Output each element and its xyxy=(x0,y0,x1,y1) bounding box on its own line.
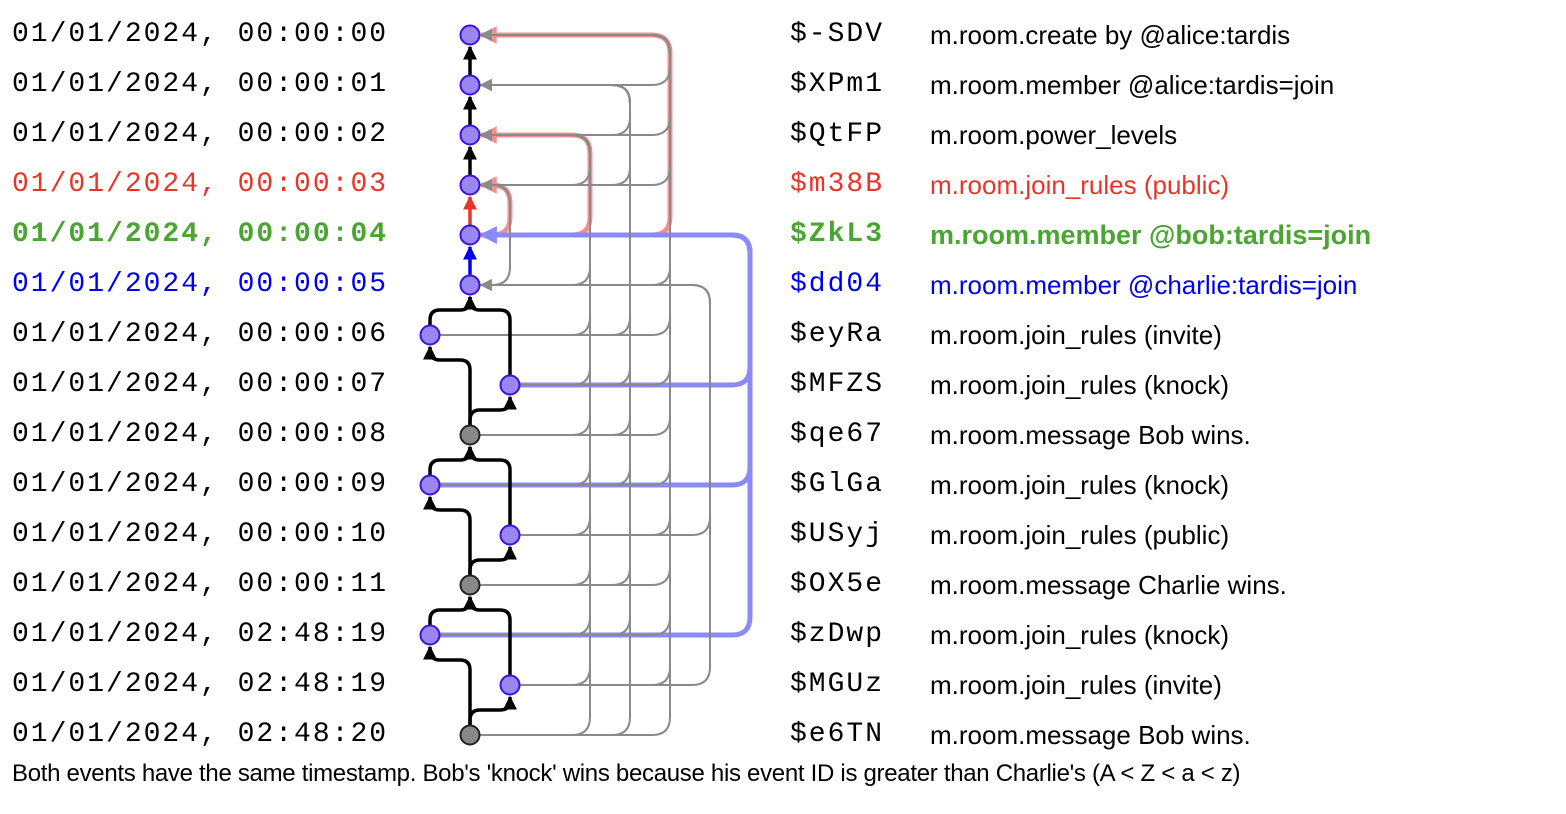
event-node xyxy=(499,524,521,546)
event-row: 01/01/2024, 02:48:19 $MGUz m.room.join_rul… xyxy=(0,660,1566,710)
event-description: m.room.join_rules (public) xyxy=(930,170,1230,200)
event-node xyxy=(459,224,481,246)
event-id: $ZkL3 xyxy=(790,219,885,250)
event-id: $MFZS xyxy=(790,369,885,400)
event-id: $m38B xyxy=(790,169,885,200)
event-node xyxy=(499,374,521,396)
event-id: $eyRa xyxy=(790,319,885,350)
event-description: m.room.join_rules (knock) xyxy=(930,370,1230,400)
event-node xyxy=(499,674,521,696)
event-timestamp: 01/01/2024, 02:48:19 xyxy=(12,669,389,700)
event-row: 01/01/2024, 00:00:11 $OX5e m.room.message … xyxy=(0,560,1566,610)
event-row: 01/01/2024, 02:48:20 $e6TN m.room.message … xyxy=(0,710,1566,760)
prev-edge xyxy=(463,445,512,525)
event-description: m.room.message Bob wins. xyxy=(930,420,1251,450)
auth-edge xyxy=(479,279,711,686)
event-row: 01/01/2024, 00:00:06 $eyRa m.room.join_rul… xyxy=(0,310,1566,360)
event-description: m.room.member @charlie:tardis=join xyxy=(930,270,1358,300)
event-timestamp: 01/01/2024, 00:00:03 xyxy=(12,169,389,200)
event-row: 01/01/2024, 00:00:10 $USyj m.room.join_rul… xyxy=(0,510,1566,560)
event-id: $GlGa xyxy=(790,469,885,500)
event-description: m.room.join_rules (invite) xyxy=(930,670,1222,700)
event-description: m.room.member @bob:tardis=join xyxy=(930,220,1372,250)
event-node xyxy=(459,174,481,196)
prev-edge xyxy=(463,595,512,675)
event-timestamp: 01/01/2024, 00:00:09 xyxy=(12,469,389,500)
event-row: 01/01/2024, 00:00:04 $ZkL3 m.room.member @… xyxy=(0,210,1566,260)
prev-edge xyxy=(423,345,472,425)
event-row: 01/01/2024, 00:00:09 $GlGa m.room.join_rul… xyxy=(0,460,1566,510)
event-timestamp: 01/01/2024, 00:00:02 xyxy=(12,119,389,150)
event-timestamp: 01/01/2024, 00:00:07 xyxy=(12,369,389,400)
event-node xyxy=(459,24,481,46)
event-nodes xyxy=(419,24,521,746)
event-timestamp: 01/01/2024, 00:00:04 xyxy=(12,219,389,250)
prev-edge xyxy=(468,545,517,575)
event-timestamp: 01/01/2024, 00:00:10 xyxy=(12,519,389,550)
prev-edge xyxy=(468,395,517,425)
event-timestamp: 01/01/2024, 00:00:01 xyxy=(12,69,389,100)
event-row: 01/01/2024, 00:00:07 $MFZS m.room.join_rul… xyxy=(0,360,1566,410)
event-node xyxy=(459,724,481,746)
event-node xyxy=(419,474,441,496)
event-timestamp: 01/01/2024, 02:48:20 xyxy=(12,719,389,750)
event-timestamp: 01/01/2024, 00:00:08 xyxy=(12,419,389,450)
event-id: $OX5e xyxy=(790,569,885,600)
event-node xyxy=(419,324,441,346)
event-description: m.room.member @alice:tardis=join xyxy=(930,70,1335,100)
event-id: $zDwp xyxy=(790,619,885,650)
caption: Both events have the same timestamp. Bob… xyxy=(12,760,1241,787)
event-row: 01/01/2024, 00:00:02 $QtFP m.room.power_le… xyxy=(0,110,1566,160)
event-row: 01/01/2024, 00:00:05 $dd04 m.room.member @… xyxy=(0,260,1566,310)
event-row: 01/01/2024, 00:00:01 $XPm1 m.room.member @… xyxy=(0,60,1566,110)
event-node xyxy=(459,74,481,96)
event-timestamp: 01/01/2024, 00:00:11 xyxy=(12,569,389,600)
prev-edge xyxy=(423,495,472,575)
event-row: 01/01/2024, 00:00:03 $m38B m.room.join_rul… xyxy=(0,160,1566,210)
event-description: m.room.join_rules (public) xyxy=(930,520,1230,550)
prev-edge xyxy=(468,695,517,725)
event-row: 01/01/2024, 02:48:19 $zDwp m.room.join_rul… xyxy=(0,610,1566,660)
prev-edge xyxy=(423,645,472,725)
event-description: m.room.join_rules (knock) xyxy=(930,620,1230,650)
event-node xyxy=(459,274,481,296)
prev-edges xyxy=(423,45,517,725)
event-timestamp: 01/01/2024, 00:00:06 xyxy=(12,319,389,350)
event-description: m.room.power_levels xyxy=(930,120,1178,150)
event-description: m.room.message Bob wins. xyxy=(930,720,1251,750)
event-id: $XPm1 xyxy=(790,69,885,100)
event-row: 01/01/2024, 00:00:08 $qe67 m.room.message … xyxy=(0,410,1566,460)
prev-edge xyxy=(463,295,512,375)
event-id: $USyj xyxy=(790,519,885,550)
event-id: $QtFP xyxy=(790,119,885,150)
event-id: $e6TN xyxy=(790,719,885,750)
event-node xyxy=(419,624,441,646)
event-id: $-SDV xyxy=(790,19,885,50)
event-node xyxy=(459,424,481,446)
event-timestamp: 01/01/2024, 02:48:19 xyxy=(12,619,389,650)
auth-edge xyxy=(479,29,671,736)
event-id: $qe67 xyxy=(790,419,885,450)
event-timestamp: 01/01/2024, 00:00:05 xyxy=(12,269,389,300)
auth-edges xyxy=(440,26,753,736)
event-row: 01/01/2024, 00:00:00 $-SDV m.room.create b… xyxy=(0,10,1566,60)
event-description: m.room.message Charlie wins. xyxy=(930,570,1287,600)
event-node xyxy=(459,124,481,146)
event-timestamp: 01/01/2024, 00:00:00 xyxy=(12,19,389,50)
event-description: m.room.join_rules (knock) xyxy=(930,470,1230,500)
event-description: m.room.create by @alice:tardis xyxy=(930,20,1291,50)
lightblue-auth-edge xyxy=(440,226,753,638)
event-node xyxy=(459,574,481,596)
event-description: m.room.join_rules (invite) xyxy=(930,320,1222,350)
event-id: $MGUz xyxy=(790,669,885,700)
event-id: $dd04 xyxy=(790,269,885,300)
